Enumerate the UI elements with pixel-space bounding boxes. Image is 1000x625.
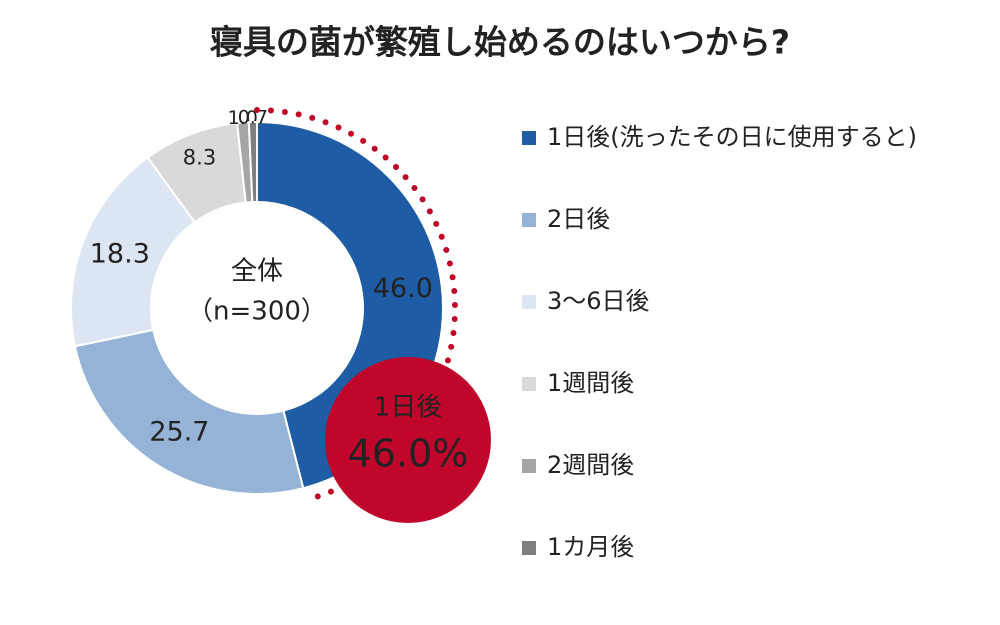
data-label: 18.3	[90, 239, 150, 270]
data-label: 0.7	[238, 107, 268, 129]
legend-swatch	[522, 459, 536, 473]
donut-segment	[73, 328, 305, 495]
data-label: 25.7	[149, 416, 209, 447]
chart-title: 寝具の菌が繁殖し始めるのはいつから?	[210, 23, 790, 62]
center-label: （n=300）	[187, 297, 327, 327]
legend-swatch	[522, 131, 536, 145]
legend-label: 2週間後	[547, 451, 634, 479]
legend-label: 1日後(洗ったその日に使用すると)	[547, 123, 917, 151]
legend-swatch	[522, 213, 536, 227]
legend-swatch	[522, 377, 536, 391]
data-label: 8.3	[183, 146, 216, 170]
data-label: 46.0	[373, 273, 433, 304]
legend-swatch	[522, 295, 536, 309]
callout-value: 46.0%	[348, 432, 469, 476]
legend-label: 1週間後	[547, 369, 634, 397]
legend-swatch	[522, 541, 536, 555]
legend-label: 2日後	[547, 205, 610, 233]
legend-label: 3〜6日後	[547, 287, 650, 315]
center-label: 全体	[231, 257, 283, 287]
callout	[325, 357, 491, 523]
callout-label: 1日後	[374, 393, 443, 423]
legend-label: 1カ月後	[547, 533, 634, 561]
donut-segment	[247, 120, 258, 204]
